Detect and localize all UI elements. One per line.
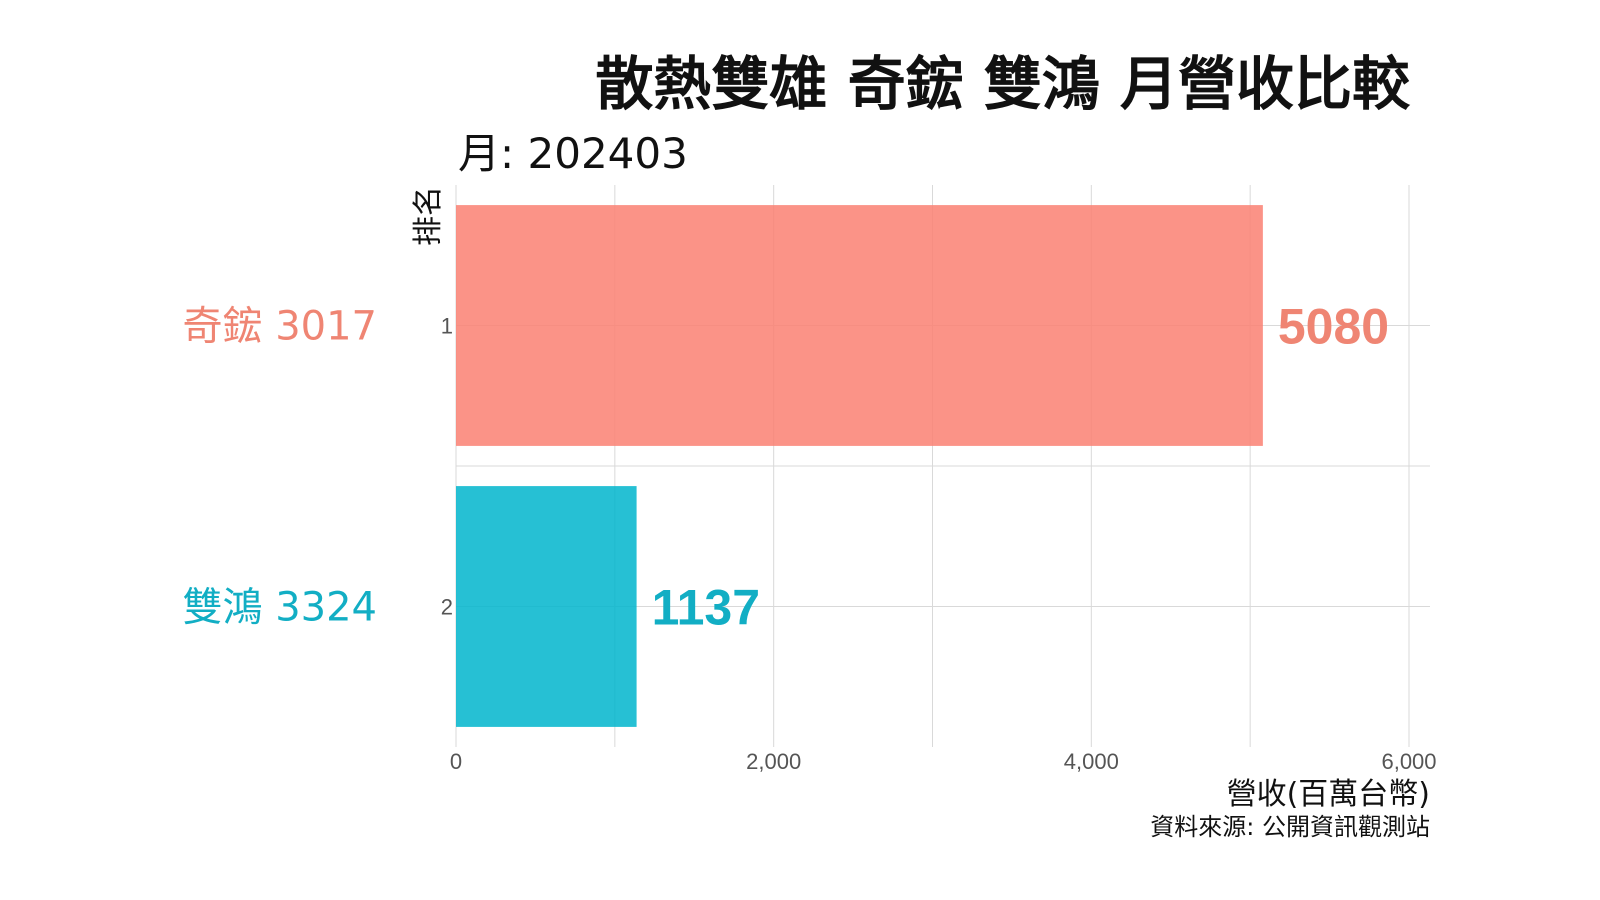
bar [456,205,1263,446]
value-label: 5080 [1278,299,1389,355]
x-tick-label: 2,000 [746,749,801,774]
y-tick-label: 2 [441,595,453,620]
y-tick-label: 1 [441,314,453,339]
labels: 0 2,000 4,000 6,000 1 奇鋐 3017 5080 2 雙鴻 3324 1137 [182,299,1436,775]
bar [456,486,637,727]
chart-subtitle: 月: 202403 [458,129,688,178]
caption: 資料來源: 公開資訊觀測站 [1150,813,1430,841]
chart-title: 散熱雙雄 奇鋐 雙鴻 月營收比較 [595,50,1411,118]
x-tick-label: 0 [450,749,462,774]
x-tick-label: 6,000 [1381,749,1436,774]
y-axis-label: 排名 [411,186,446,246]
x-axis-label: 營收(百萬台幣) [1227,777,1430,812]
value-label: 1137 [652,580,760,636]
bars [456,205,1263,727]
x-tick-label: 4,000 [1064,749,1119,774]
category-label: 奇鋐 3017 [182,304,377,350]
category-label: 雙鴻 3324 [182,585,377,631]
